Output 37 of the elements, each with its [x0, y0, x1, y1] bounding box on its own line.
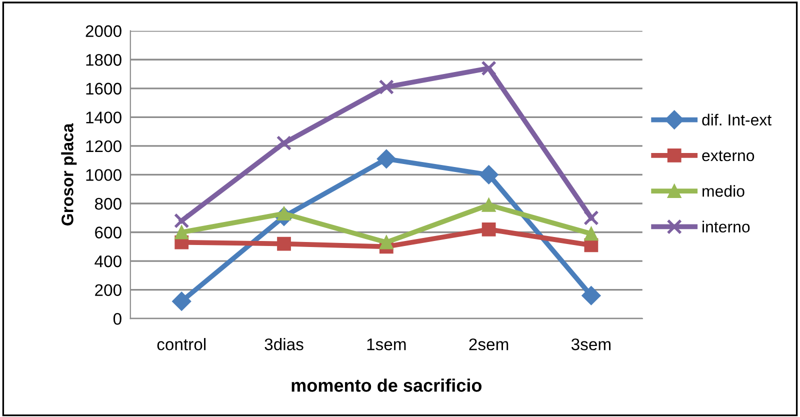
point [482, 222, 496, 236]
legend-label: interno [702, 220, 750, 232]
point [277, 236, 291, 251]
legend-label: dif. Int-ext [702, 114, 772, 126]
x-tick-label: control [157, 338, 206, 350]
point [276, 135, 292, 151]
x-tick-label: 3sem [571, 338, 610, 350]
y-tick-label: 800 [94, 198, 122, 210]
point [378, 79, 394, 95]
point [172, 292, 192, 311]
y-tick-label: 2000 [86, 25, 122, 38]
y-tick-label: 1600 [86, 82, 122, 95]
point [481, 60, 496, 76]
x-tick-label: 3dias [264, 338, 304, 350]
point [376, 149, 396, 168]
point [584, 210, 599, 226]
point [584, 226, 598, 241]
x-tick-label: 2sem [469, 338, 508, 350]
y-tick-label: 200 [95, 284, 122, 296]
legend-label: externo [702, 150, 754, 162]
point [482, 198, 496, 212]
y-tick-label: 1000 [86, 169, 122, 181]
legend-label: medio [702, 185, 744, 197]
x-axis-title: momento de sacrificio [292, 378, 482, 392]
y-tick-label: 1200 [86, 140, 122, 152]
point [174, 213, 190, 228]
y-tick-label: 0 [113, 312, 122, 325]
y-tick-label: 400 [94, 255, 122, 268]
y-axis-title: Grosor placa [61, 123, 77, 226]
point [479, 165, 498, 184]
point [582, 286, 601, 306]
y-tick-label: 1800 [86, 54, 122, 66]
point [379, 235, 394, 250]
point [174, 225, 189, 240]
y-tick-label: 1400 [86, 112, 122, 124]
y-tick-label: 600 [95, 226, 122, 238]
x-tick-label: 1sem [367, 338, 406, 350]
